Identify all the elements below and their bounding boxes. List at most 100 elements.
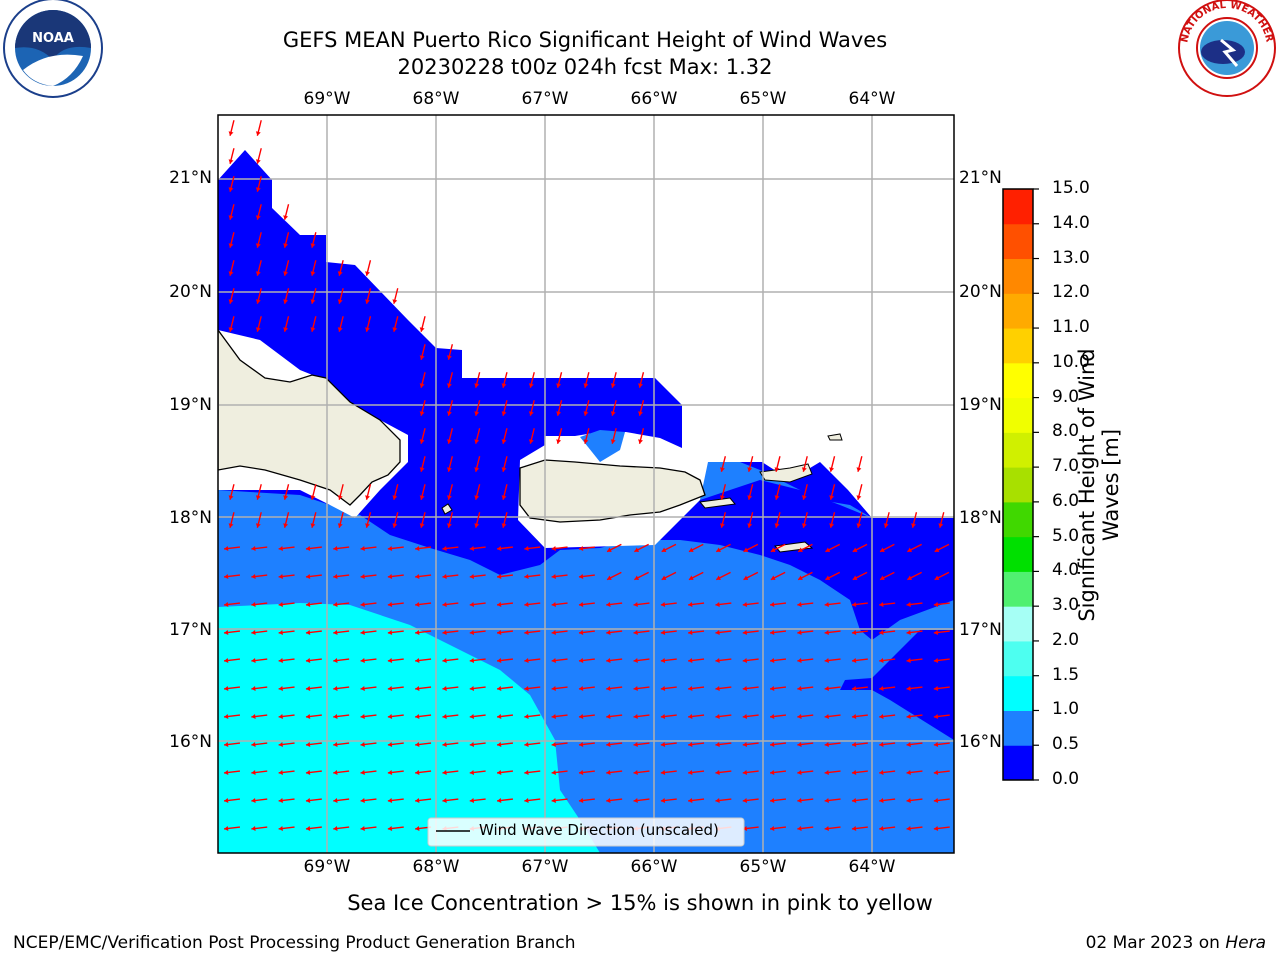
colorbar-label: Significant Height of Wind Waves [m] — [1075, 335, 1123, 635]
lat-tick-left: 16°N — [169, 732, 212, 752]
wind-wave-arrow — [365, 288, 372, 304]
wind-wave-arrow — [223, 630, 241, 635]
wind-wave-arrow — [774, 484, 781, 500]
wind-wave-arrow — [524, 714, 541, 719]
wind-wave-arrow — [255, 204, 262, 220]
wind-wave-arrow — [387, 770, 404, 775]
wind-wave-arrow — [415, 630, 432, 635]
legend-label: Wind Wave Direction (unscaled) — [479, 821, 719, 839]
wind-wave-arrow — [879, 602, 896, 607]
wind-wave-arrow — [747, 456, 754, 472]
colorbar-tick-label: 7.0 — [1052, 456, 1080, 477]
wind-wave-arrow — [879, 686, 896, 691]
wind-wave-arrow — [824, 686, 841, 691]
wind-wave-arrow — [660, 798, 677, 803]
wind-wave-arrow — [742, 742, 759, 747]
wind-wave-arrow — [419, 372, 426, 388]
wind-wave-arrow — [606, 602, 623, 607]
lat-tick-left: 21°N — [169, 168, 212, 188]
wind-wave-arrow — [747, 512, 754, 528]
wind-wave-arrow — [333, 630, 350, 635]
sea-ice-note: Sea Ice Concentration > 15% is shown in … — [347, 891, 933, 915]
wind-wave-arrow — [278, 658, 295, 663]
wind-wave-arrow — [797, 770, 814, 775]
wind-wave-arrow — [223, 770, 241, 775]
wind-wave-arrow — [223, 546, 241, 551]
wind-wave-arrow — [251, 798, 268, 803]
wind-wave-arrow — [610, 428, 617, 444]
wind-wave-arrow — [606, 571, 622, 581]
wind-wave-arrow — [447, 344, 454, 360]
colorbar-tick-label: 9.0 — [1052, 386, 1080, 407]
wind-wave-arrow — [278, 714, 295, 719]
wind-wave-arrow — [283, 512, 290, 528]
wind-wave-arrow — [474, 428, 481, 444]
wind-wave-arrow — [474, 372, 481, 388]
wind-wave-arrow — [797, 602, 814, 607]
wind-wave-arrow — [688, 602, 705, 607]
lat-tick-right: 20°N — [959, 282, 1002, 302]
wind-wave-arrow — [251, 602, 268, 607]
wind-wave-arrow — [387, 798, 404, 803]
wind-wave-arrow — [551, 602, 568, 607]
wind-wave-arrow — [528, 372, 535, 388]
wind-wave-arrow — [742, 658, 759, 663]
wind-wave-arrow — [906, 742, 923, 747]
wind-wave-arrow — [556, 428, 563, 444]
wind-wave-arrow — [551, 574, 568, 579]
wind-wave-arrow — [392, 288, 399, 304]
wind-wave-arrow — [360, 630, 377, 635]
wind-wave-arrow — [906, 630, 923, 635]
gridlines — [218, 115, 954, 853]
wind-wave-arrow — [528, 428, 535, 444]
wind-wave-arrow — [255, 260, 262, 276]
wind-wave-arrow — [283, 316, 290, 332]
wind-wave-arrow — [283, 204, 290, 220]
wind-wave-arrow — [551, 798, 568, 803]
wind-wave-arrow — [879, 658, 896, 663]
wind-wave-arrow — [688, 543, 704, 553]
wind-wave-arrow — [469, 546, 486, 551]
wind-wave-arrow — [387, 574, 404, 579]
wind-wave-arrow — [228, 176, 235, 192]
wind-wave-arrow — [879, 714, 896, 719]
colorbar-tick-label: 10.0 — [1052, 351, 1090, 372]
wind-wave-arrow — [879, 826, 896, 831]
wind-wave-arrow — [769, 770, 787, 775]
wind-wave-arrow — [419, 316, 426, 332]
wind-wave-arrow — [747, 484, 754, 500]
wind-wave-arrow — [501, 428, 508, 444]
wind-wave-arrow — [933, 826, 950, 831]
wind-wave-arrow — [333, 798, 350, 803]
wind-wave-arrow — [310, 316, 317, 332]
wind-wave-arrow — [606, 543, 622, 553]
no-data-north — [218, 115, 954, 548]
wind-wave-arrow — [797, 686, 814, 691]
hispaniola-land — [218, 328, 401, 506]
wind-wave-arrow — [824, 798, 841, 803]
wind-wave-arrow — [278, 686, 295, 691]
wind-wave-arrow — [660, 770, 677, 775]
wind-wave-arrow — [852, 571, 868, 581]
wind-wave-arrow — [415, 714, 432, 719]
wind-wave-arrow — [442, 658, 459, 663]
wind-wave-arrow — [469, 686, 486, 691]
wind-wave-arrow — [774, 512, 781, 528]
wind-wave-arrow — [387, 630, 404, 635]
wind-wave-arrow — [419, 428, 426, 444]
wind-wave-arrow — [633, 658, 650, 663]
lat-tick-left: 19°N — [169, 395, 212, 415]
wind-wave-arrow — [933, 602, 950, 607]
colorbar-tick-label: 1.5 — [1052, 664, 1080, 685]
wind-wave-arrow — [365, 512, 372, 528]
wind-wave-arrow — [856, 484, 863, 500]
wind-wave-arrow — [907, 543, 922, 553]
wind-wave-arrow — [911, 512, 918, 528]
wind-wave-arrow — [337, 260, 344, 276]
lon-tick-bottom: 68°W — [412, 857, 460, 877]
wind-wave-arrow — [228, 316, 235, 332]
wind-wave-arrow — [660, 658, 677, 663]
wind-wave-arrow — [442, 742, 459, 747]
map-title: GEFS MEAN Puerto Rico Significant Height… — [282, 28, 888, 52]
wind-wave-arrow — [496, 770, 514, 775]
